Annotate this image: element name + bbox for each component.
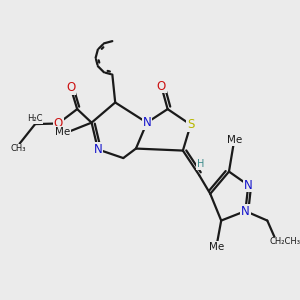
Text: Me: Me [227, 136, 242, 146]
Text: H: H [197, 159, 204, 169]
Text: H₂C: H₂C [27, 114, 43, 123]
Text: N: N [94, 143, 102, 156]
Text: N: N [244, 178, 253, 192]
Text: Me: Me [209, 242, 224, 252]
Text: CH₂CH₃: CH₂CH₃ [269, 237, 300, 246]
Text: Me: Me [55, 127, 70, 137]
Text: N: N [142, 116, 151, 129]
Text: CH₃: CH₃ [11, 144, 26, 153]
Text: S: S [187, 118, 194, 131]
Text: O: O [157, 80, 166, 93]
Text: N: N [241, 205, 250, 218]
Text: O: O [66, 81, 75, 94]
Text: O: O [54, 117, 63, 130]
